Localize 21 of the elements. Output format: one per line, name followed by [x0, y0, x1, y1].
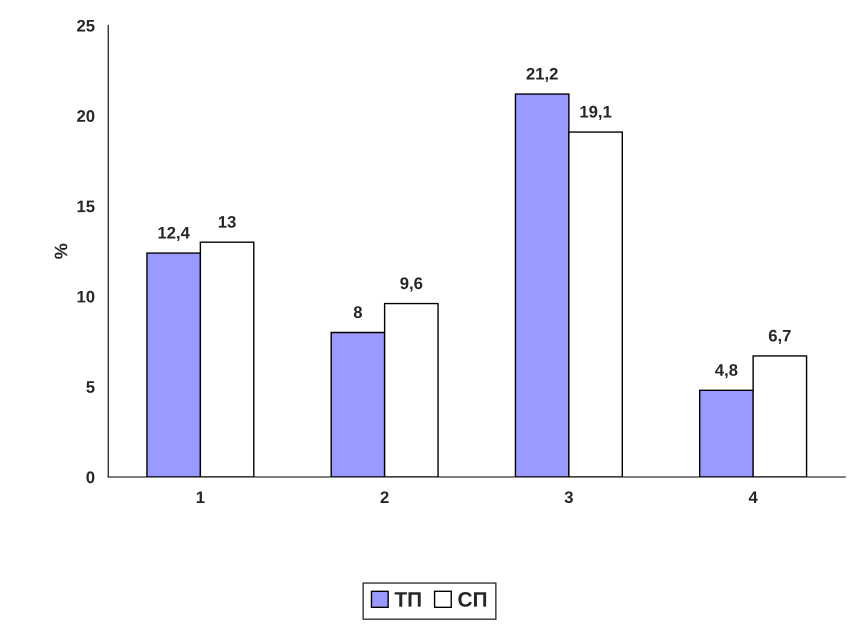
y-tick-label: 20 — [77, 110, 94, 122]
x-tick-label: 4 — [748, 492, 758, 503]
x-tick-label: 3 — [564, 491, 573, 504]
y-tick-label: 10 — [78, 290, 94, 303]
data-label: 6,7 — [768, 330, 791, 344]
data-label: 8 — [354, 306, 362, 318]
x-tick-label: 2 — [380, 491, 389, 503]
y-tick-label: 25 — [77, 20, 95, 32]
legend-label: СП — [458, 592, 486, 607]
legend-label: ТП — [394, 592, 421, 607]
x-tick-label: 1 — [196, 492, 205, 503]
data-label: 21,2 — [526, 68, 558, 82]
data-label: 4,8 — [715, 364, 738, 378]
data-label: 12,4 — [158, 226, 190, 242]
data-label: 19,1 — [580, 106, 612, 120]
y-tick-label: 0 — [86, 471, 94, 484]
data-label: 13 — [218, 216, 236, 228]
y-tick-label: 5 — [86, 381, 95, 393]
y-tick-label: 15 — [78, 200, 95, 212]
data-label: 9,6 — [400, 277, 422, 292]
y-axis-title: % — [54, 244, 68, 259]
